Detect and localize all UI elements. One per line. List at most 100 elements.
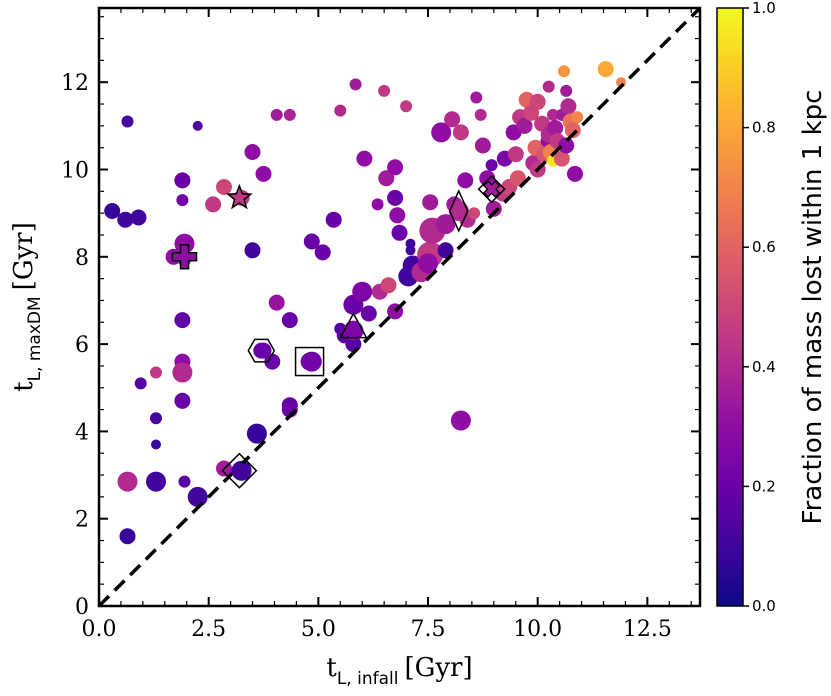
data-point-45: [334, 104, 347, 117]
data-point-107: [542, 80, 555, 93]
data-point-73: [431, 122, 452, 143]
data-point-21: [187, 486, 208, 507]
data-point-19: [174, 392, 191, 409]
y-tick-label: 10: [61, 159, 89, 184]
colorbar-tick-label: 0.0: [752, 597, 776, 615]
data-point-117: [558, 137, 575, 154]
y-axis-title: tL, maxDM [Gyr]: [9, 222, 45, 392]
data-point-116: [560, 84, 573, 97]
highlight-marker-hexagon: [247, 338, 276, 363]
colorbar-tick-label: 0.2: [752, 477, 776, 495]
data-point-12: [174, 172, 191, 189]
data-point-85: [474, 137, 491, 154]
colorbar-tick-label: 0.4: [752, 358, 776, 376]
colorbar: 0.0 0.2 0.4 0.6 0.8 1.0 Fraction of mass lost…: [716, 0, 828, 615]
data-point-80: [457, 172, 474, 189]
data-point-114: [553, 150, 570, 167]
x-tick-label: 5.0: [301, 617, 336, 642]
colorbar-tick-label: 0.6: [752, 238, 776, 256]
x-axis-title-unit: [Gyr]: [404, 653, 472, 683]
data-point-58: [387, 159, 404, 176]
data-point-66: [405, 245, 416, 256]
data-point-51: [356, 150, 373, 167]
x-tick-label: 12.5: [623, 617, 672, 642]
colorbar-tick-label: 0.8: [752, 119, 776, 137]
data-point-78: [452, 124, 469, 141]
data-point-20: [178, 475, 191, 488]
data-point-28: [244, 144, 261, 160]
data-point-14: [174, 233, 195, 254]
data-point-61: [389, 207, 406, 224]
data-point-94: [509, 170, 526, 187]
y-axis-title-unit: [Gyr]: [9, 222, 39, 290]
data-point-84: [474, 108, 487, 121]
data-point-30: [246, 423, 267, 444]
data-point-101: [529, 93, 546, 110]
data-point-79: [450, 410, 471, 431]
data-point-23: [205, 196, 222, 213]
colorbar-gradient: [716, 7, 744, 607]
highlight-marker-x-diamond: [477, 175, 506, 204]
data-point-41: [303, 233, 320, 250]
y-tick-label: 2: [75, 508, 89, 533]
highlight-marker-square: [294, 346, 325, 377]
data-point-42: [314, 244, 331, 261]
x-axis-title-main: t: [326, 653, 337, 683]
data-point-74: [435, 214, 456, 235]
reference-line-y-equals-x: [97, 6, 702, 608]
highlight-marker-thin-diamond: [448, 189, 469, 233]
data-point-1: [117, 211, 134, 228]
data-point-118: [560, 98, 577, 115]
x-tick-label: 7.5: [411, 617, 446, 642]
data-point-121: [567, 165, 583, 182]
plot-frame: [97, 6, 702, 608]
data-point-72: [422, 194, 439, 211]
data-point-35: [268, 294, 285, 311]
colorbar-ticks: 0.0 0.2 0.4 0.6 0.8 1.0: [743, 0, 776, 615]
data-point-10: [146, 471, 166, 492]
data-point-7: [150, 366, 162, 379]
data-point-37: [281, 312, 298, 329]
data-point-50: [352, 281, 373, 302]
y-tick-label: 12: [61, 71, 89, 96]
data-point-55: [378, 84, 391, 97]
x-axis-title: tL, infall [Gyr]: [326, 653, 472, 689]
y-axis-title-main: t: [9, 381, 39, 392]
y-axis: 0 2 4 6 8 10 12: [61, 16, 700, 620]
data-point-96: [516, 117, 533, 134]
data-point-122: [571, 111, 584, 124]
data-point-29: [244, 242, 261, 259]
data-point-86: [479, 170, 496, 187]
data-point-83: [470, 91, 483, 104]
data-point-52: [360, 305, 377, 322]
data-point-9: [151, 439, 161, 450]
y-tick-label: 0: [75, 595, 89, 620]
data-point-0: [104, 203, 121, 219]
data-point-4: [117, 471, 138, 492]
data-point-56: [378, 170, 395, 187]
x-tick-label: 2.5: [191, 617, 226, 642]
data-point-24: [216, 179, 232, 195]
x-tick-label: 10.0: [513, 617, 562, 642]
data-point-110: [547, 108, 559, 121]
colorbar-tick-label: 1.0: [752, 0, 776, 17]
data-point-33: [264, 353, 281, 370]
highlight-marker-diamond: [221, 452, 258, 489]
x-axis-title-sub: L, infall: [337, 669, 399, 689]
data-point-71: [418, 253, 438, 274]
highlighted-markers: [171, 175, 506, 489]
data-point-16: [174, 312, 191, 329]
highlight-marker-triangle: [339, 312, 368, 341]
data-point-49: [349, 78, 362, 91]
data-point-13: [176, 194, 189, 207]
data-point-36: [283, 108, 296, 121]
data-point-115: [558, 65, 570, 78]
y-tick-label: 8: [75, 246, 89, 271]
data-point-53: [371, 198, 384, 211]
data-point-120: [564, 122, 581, 139]
x-tick-label: 0.0: [82, 617, 117, 642]
data-point-82: [468, 207, 481, 220]
data-point-3: [121, 115, 134, 128]
colorbar-title: Fraction of mass lost within 1 kpc: [798, 90, 828, 525]
